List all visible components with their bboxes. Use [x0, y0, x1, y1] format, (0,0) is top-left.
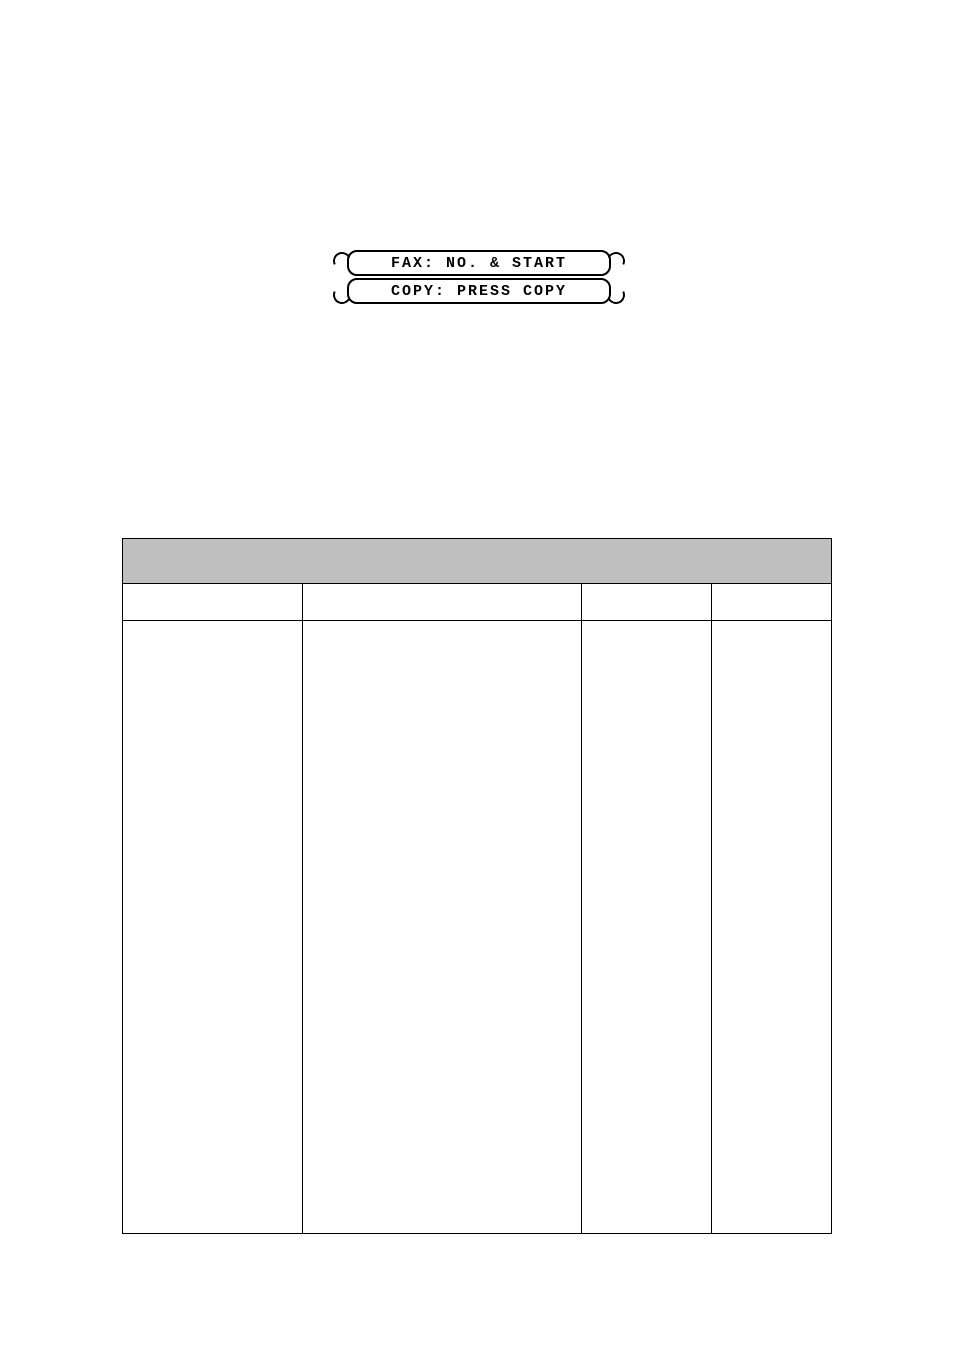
table-col-header — [302, 584, 582, 621]
table-col-header — [123, 584, 303, 621]
lcd-row-2: COPY: PRESS COPY — [335, 278, 623, 304]
table-row — [123, 621, 832, 1234]
table-header-row — [123, 584, 832, 621]
content-table — [122, 538, 832, 1234]
lcd-display: FAX: NO. & START COPY: PRESS COPY — [335, 248, 623, 308]
table-cell — [582, 621, 712, 1234]
lcd-line-2: COPY: PRESS COPY — [347, 278, 611, 304]
table-cell — [302, 621, 582, 1234]
table-col-header — [712, 584, 832, 621]
table-cell — [123, 621, 303, 1234]
table-cell — [712, 621, 832, 1234]
lcd-line-1: FAX: NO. & START — [347, 250, 611, 276]
table-title-row — [123, 539, 832, 584]
table-title-cell — [123, 539, 832, 584]
table-col-header — [582, 584, 712, 621]
lcd-row-1: FAX: NO. & START — [335, 250, 623, 276]
page: FAX: NO. & START COPY: PRESS COPY — [0, 0, 954, 1352]
